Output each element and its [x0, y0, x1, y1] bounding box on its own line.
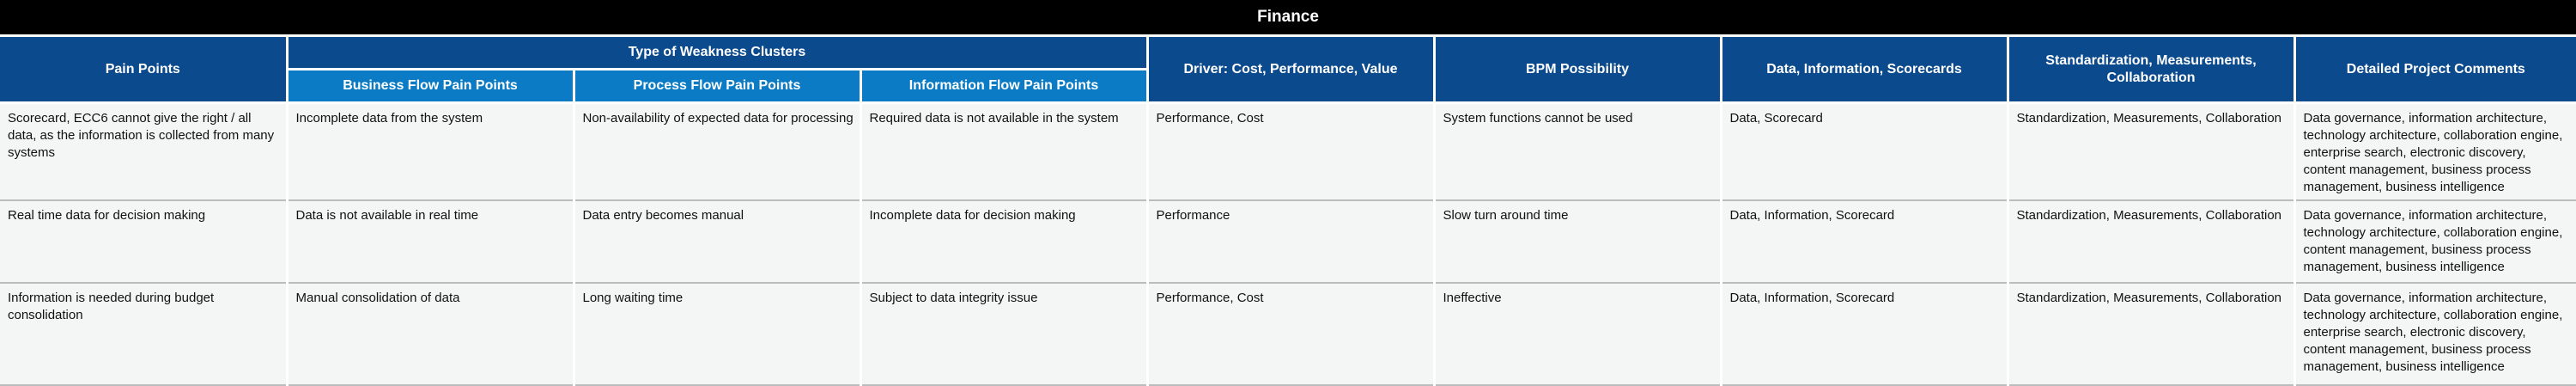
cell-process-flow: Data entry becomes manual	[574, 200, 862, 284]
header-data-information-scorecards: Data, Information, Scorecards	[1721, 35, 2009, 104]
header-business-flow: Business Flow Pain Points	[287, 69, 575, 104]
header-pain-points: Pain Points	[0, 35, 289, 104]
cell-driver: Performance, Cost	[1147, 102, 1436, 201]
cell-driver: Performance, Cost	[1147, 283, 1436, 386]
cell-standardization: Standardization, Measurements, Collabora…	[2008, 200, 2296, 284]
cell-data-info: Data, Information, Scorecard	[1721, 200, 2009, 284]
cell-bpm: System functions cannot be used	[1434, 102, 1722, 201]
cell-bpm: Slow turn around time	[1434, 200, 1722, 284]
table-row: Information is needed during budget cons…	[0, 283, 2576, 386]
cell-business-flow: Data is not available in real time	[287, 200, 575, 284]
table-title: Finance	[0, 0, 2576, 37]
cell-driver: Performance	[1147, 200, 1436, 284]
cell-comments: Data governance, information architectur…	[2294, 200, 2576, 284]
cell-information-flow: Incomplete data for decision making	[860, 200, 1149, 284]
cell-business-flow: Manual consolidation of data	[287, 283, 575, 386]
cell-information-flow: Required data is not available in the sy…	[860, 102, 1149, 201]
cell-data-info: Data, Scorecard	[1721, 102, 2009, 201]
table-row: Scorecard, ECC6 cannot give the right / …	[0, 102, 2576, 201]
cell-pain-point: Scorecard, ECC6 cannot give the right / …	[0, 102, 289, 201]
header-bpm-possibility: BPM Possibility	[1434, 35, 1722, 104]
cell-comments: Data governance, information architectur…	[2294, 102, 2576, 201]
header-detailed-comments: Detailed Project Comments	[2294, 35, 2576, 104]
cell-process-flow: Long waiting time	[574, 283, 862, 386]
cell-business-flow: Incomplete data from the system	[287, 102, 575, 201]
cell-standardization: Standardization, Measurements, Collabora…	[2008, 102, 2296, 201]
header-information-flow: Information Flow Pain Points	[860, 69, 1149, 104]
header-standardization: Standardization, Measurements, Collabora…	[2008, 35, 2296, 104]
cell-standardization: Standardization, Measurements, Collabora…	[2008, 283, 2296, 386]
header-process-flow: Process Flow Pain Points	[574, 69, 862, 104]
header-driver: Driver: Cost, Performance, Value	[1147, 35, 1436, 104]
cell-data-info: Data, Information, Scorecard	[1721, 283, 2009, 386]
cell-pain-point: Real time data for decision making	[0, 200, 289, 284]
cell-comments: Data governance, information architectur…	[2294, 283, 2576, 386]
cell-bpm: Ineffective	[1434, 283, 1722, 386]
table-row: Real time data for decision making Data …	[0, 200, 2576, 284]
cell-information-flow: Subject to data integrity issue	[860, 283, 1149, 386]
header-weakness-clusters: Type of Weakness Clusters	[287, 35, 1149, 70]
cell-process-flow: Non-availability of expected data for pr…	[574, 102, 862, 201]
cell-pain-point: Information is needed during budget cons…	[0, 283, 289, 386]
